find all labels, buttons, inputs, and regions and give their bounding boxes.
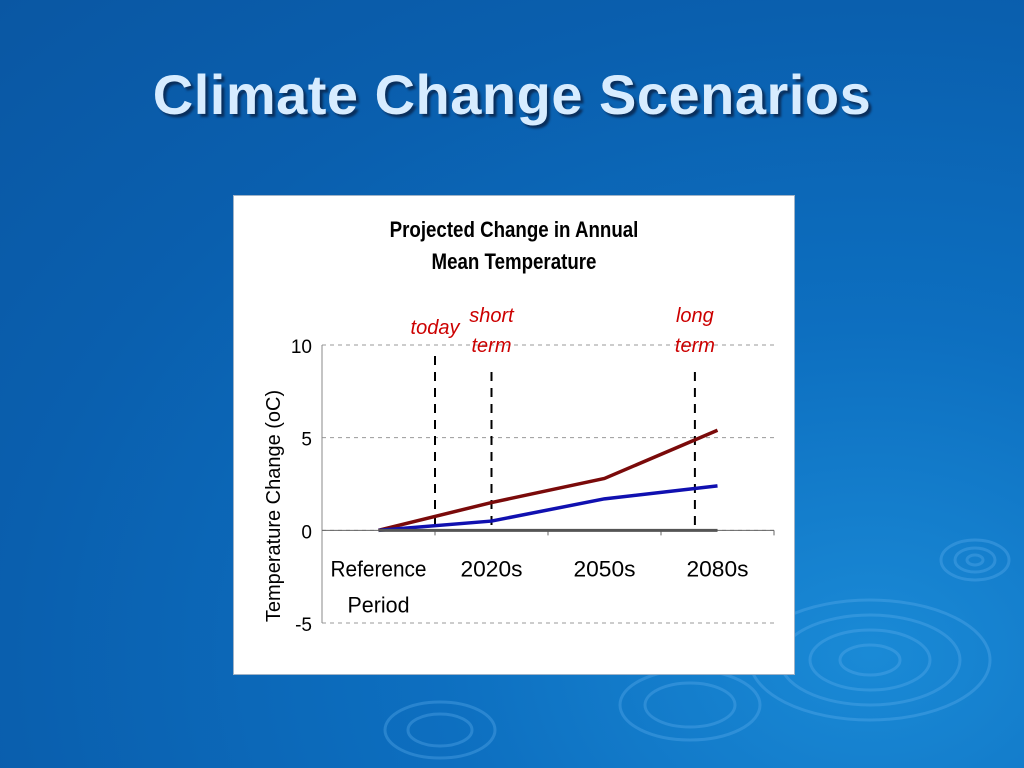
annotation-label: term [675,335,715,357]
y-tick-label: -5 [295,615,312,636]
x-tick-label: 2050s [574,556,636,581]
chart-title-line-1: Projected Change in Annual [389,217,639,242]
annotation-label: long [676,305,714,327]
series-line-0 [378,428,719,533]
x-tick-label: Period [348,592,410,617]
x-tick-label: 2020s [461,556,523,581]
annotation-label: short [469,305,515,327]
chart-panel: Projected Change in Annual Mean Temperat… [233,195,795,675]
series-line-1 [378,484,718,533]
y-tick-label: 0 [301,522,312,543]
y-axis-label: Temperature Change (oC) [263,390,285,622]
chart-title-line-2: Mean Temperature [431,249,597,274]
line-chart: 10 5 0 -5 Reference Period 2020s 2050s 2080s Temp… [263,305,775,636]
x-tick-label: Reference [331,556,427,581]
annotation-label: today [411,317,461,339]
x-tick-label: 2080s [687,556,749,581]
annotation-label: term [472,335,512,357]
y-tick-label: 5 [301,430,312,451]
y-tick-label: 10 [291,337,312,358]
slide-title: Climate Change Scenarios [152,63,872,126]
chart-title: Projected Change in Annual Mean Temperat… [276,214,752,278]
